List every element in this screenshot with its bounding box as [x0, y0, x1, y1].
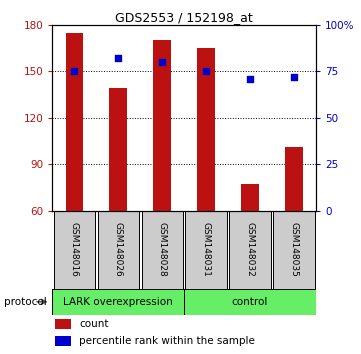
Bar	[55, 336, 71, 346]
Bar	[229, 211, 271, 289]
Text: GSM148031: GSM148031	[201, 222, 210, 277]
Bar	[186, 211, 227, 289]
Bar	[153, 40, 171, 211]
Point	[115, 55, 121, 61]
Bar	[197, 48, 215, 211]
Bar	[285, 147, 303, 211]
Bar	[273, 211, 314, 289]
Text: GSM148016: GSM148016	[70, 222, 79, 277]
Point	[203, 68, 209, 74]
Point	[159, 59, 165, 65]
Bar	[97, 211, 139, 289]
Bar	[184, 289, 316, 315]
Bar	[109, 88, 127, 211]
Text: count: count	[79, 319, 109, 329]
Text: GSM148026: GSM148026	[114, 222, 123, 277]
Text: GSM148035: GSM148035	[290, 222, 299, 277]
Bar	[241, 184, 259, 211]
Bar	[52, 289, 184, 315]
Bar	[54, 211, 95, 289]
Text: percentile rank within the sample: percentile rank within the sample	[79, 336, 255, 346]
Bar	[55, 319, 71, 329]
Bar	[65, 33, 83, 211]
Point	[291, 74, 297, 80]
Text: protocol: protocol	[4, 297, 46, 307]
Text: GSM148032: GSM148032	[245, 222, 255, 277]
Point	[71, 68, 77, 74]
Title: GDS2553 / 152198_at: GDS2553 / 152198_at	[115, 11, 253, 24]
Point	[247, 76, 253, 81]
Text: LARK overexpression: LARK overexpression	[63, 297, 173, 307]
Bar	[142, 211, 183, 289]
Text: GSM148028: GSM148028	[158, 222, 167, 277]
Text: control: control	[232, 297, 268, 307]
